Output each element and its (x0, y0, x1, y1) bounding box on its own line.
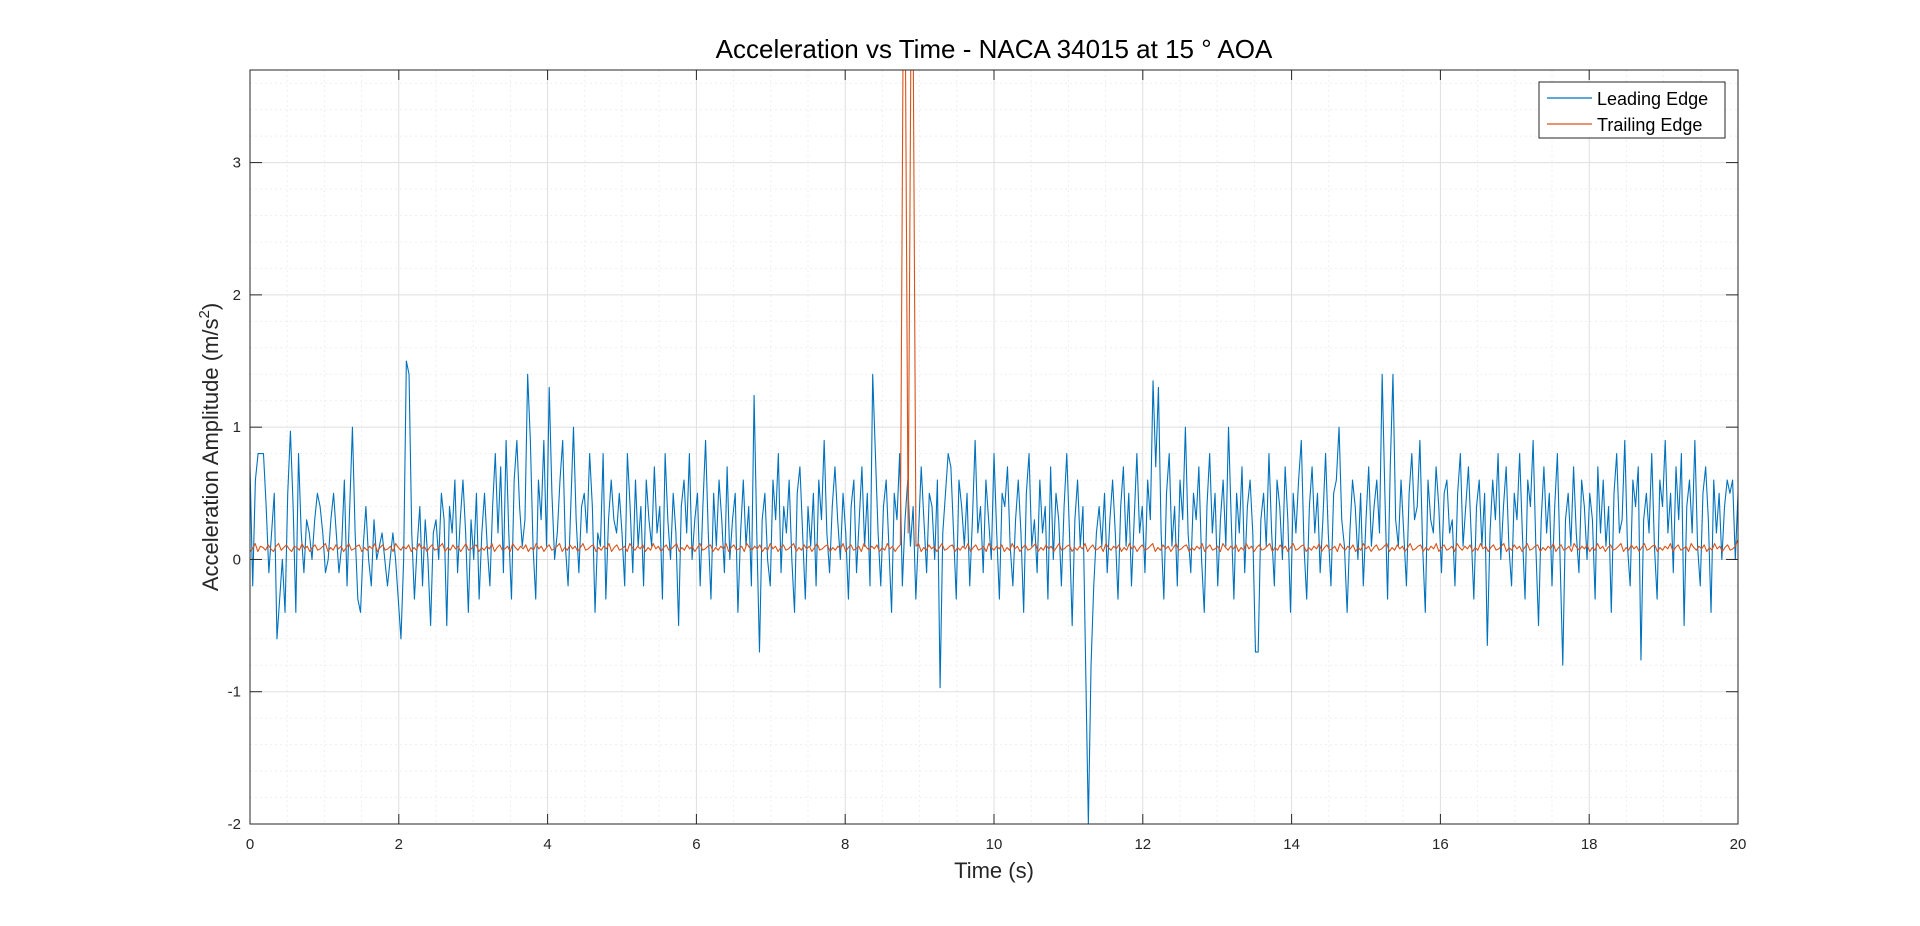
y-axis-title-suffix: ) (198, 303, 223, 310)
x-tick-label: 16 (1432, 836, 1449, 853)
chart-title: Acceleration vs Time - NACA 34015 at 15 … (716, 34, 1273, 64)
x-tick-label: 14 (1283, 836, 1300, 853)
x-tick-label: 20 (1730, 836, 1747, 853)
y-tick-labels: -2 -1 0 1 2 3 (228, 155, 241, 833)
x-tick-label: 18 (1581, 836, 1598, 853)
x-tick-label: 6 (692, 836, 700, 853)
series-line-leading-edge (250, 360, 1738, 824)
x-axis-title: Time (s) (954, 858, 1034, 883)
y-tick-label: 3 (233, 155, 241, 172)
legend-label-trailing-edge: Trailing Edge (1597, 115, 1702, 135)
x-tick-label: 2 (395, 836, 403, 853)
series-line-trailing-edge (250, 70, 1738, 553)
axis-ticks (249, 70, 1739, 825)
y-tick-label: -2 (228, 816, 241, 833)
legend-label-leading-edge: Leading Edge (1597, 89, 1708, 109)
y-axis-title-main: Acceleration Amplitude (m/s (198, 319, 223, 592)
y-axis-title: Acceleration Amplitude (m/s2) (196, 303, 223, 591)
x-tick-label: 0 (246, 836, 254, 853)
y-tick-label: 0 (233, 551, 241, 568)
x-tick-label: 10 (986, 836, 1003, 853)
legend-box (1538, 81, 1726, 139)
x-tick-labels: 0 2 4 6 8 10 12 14 16 18 20 (246, 836, 1747, 853)
series-layer (250, 70, 1738, 824)
y-axis-title-superscript: 2 (196, 310, 213, 318)
y-tick-label: 1 (233, 419, 241, 436)
x-tick-label: 4 (543, 836, 551, 853)
legend: Leading Edge Trailing Edge (1538, 81, 1726, 139)
x-tick-label: 8 (841, 836, 849, 853)
y-tick-label: -1 (228, 684, 241, 701)
x-tick-label: 12 (1134, 836, 1151, 853)
y-tick-label: 2 (233, 287, 241, 304)
